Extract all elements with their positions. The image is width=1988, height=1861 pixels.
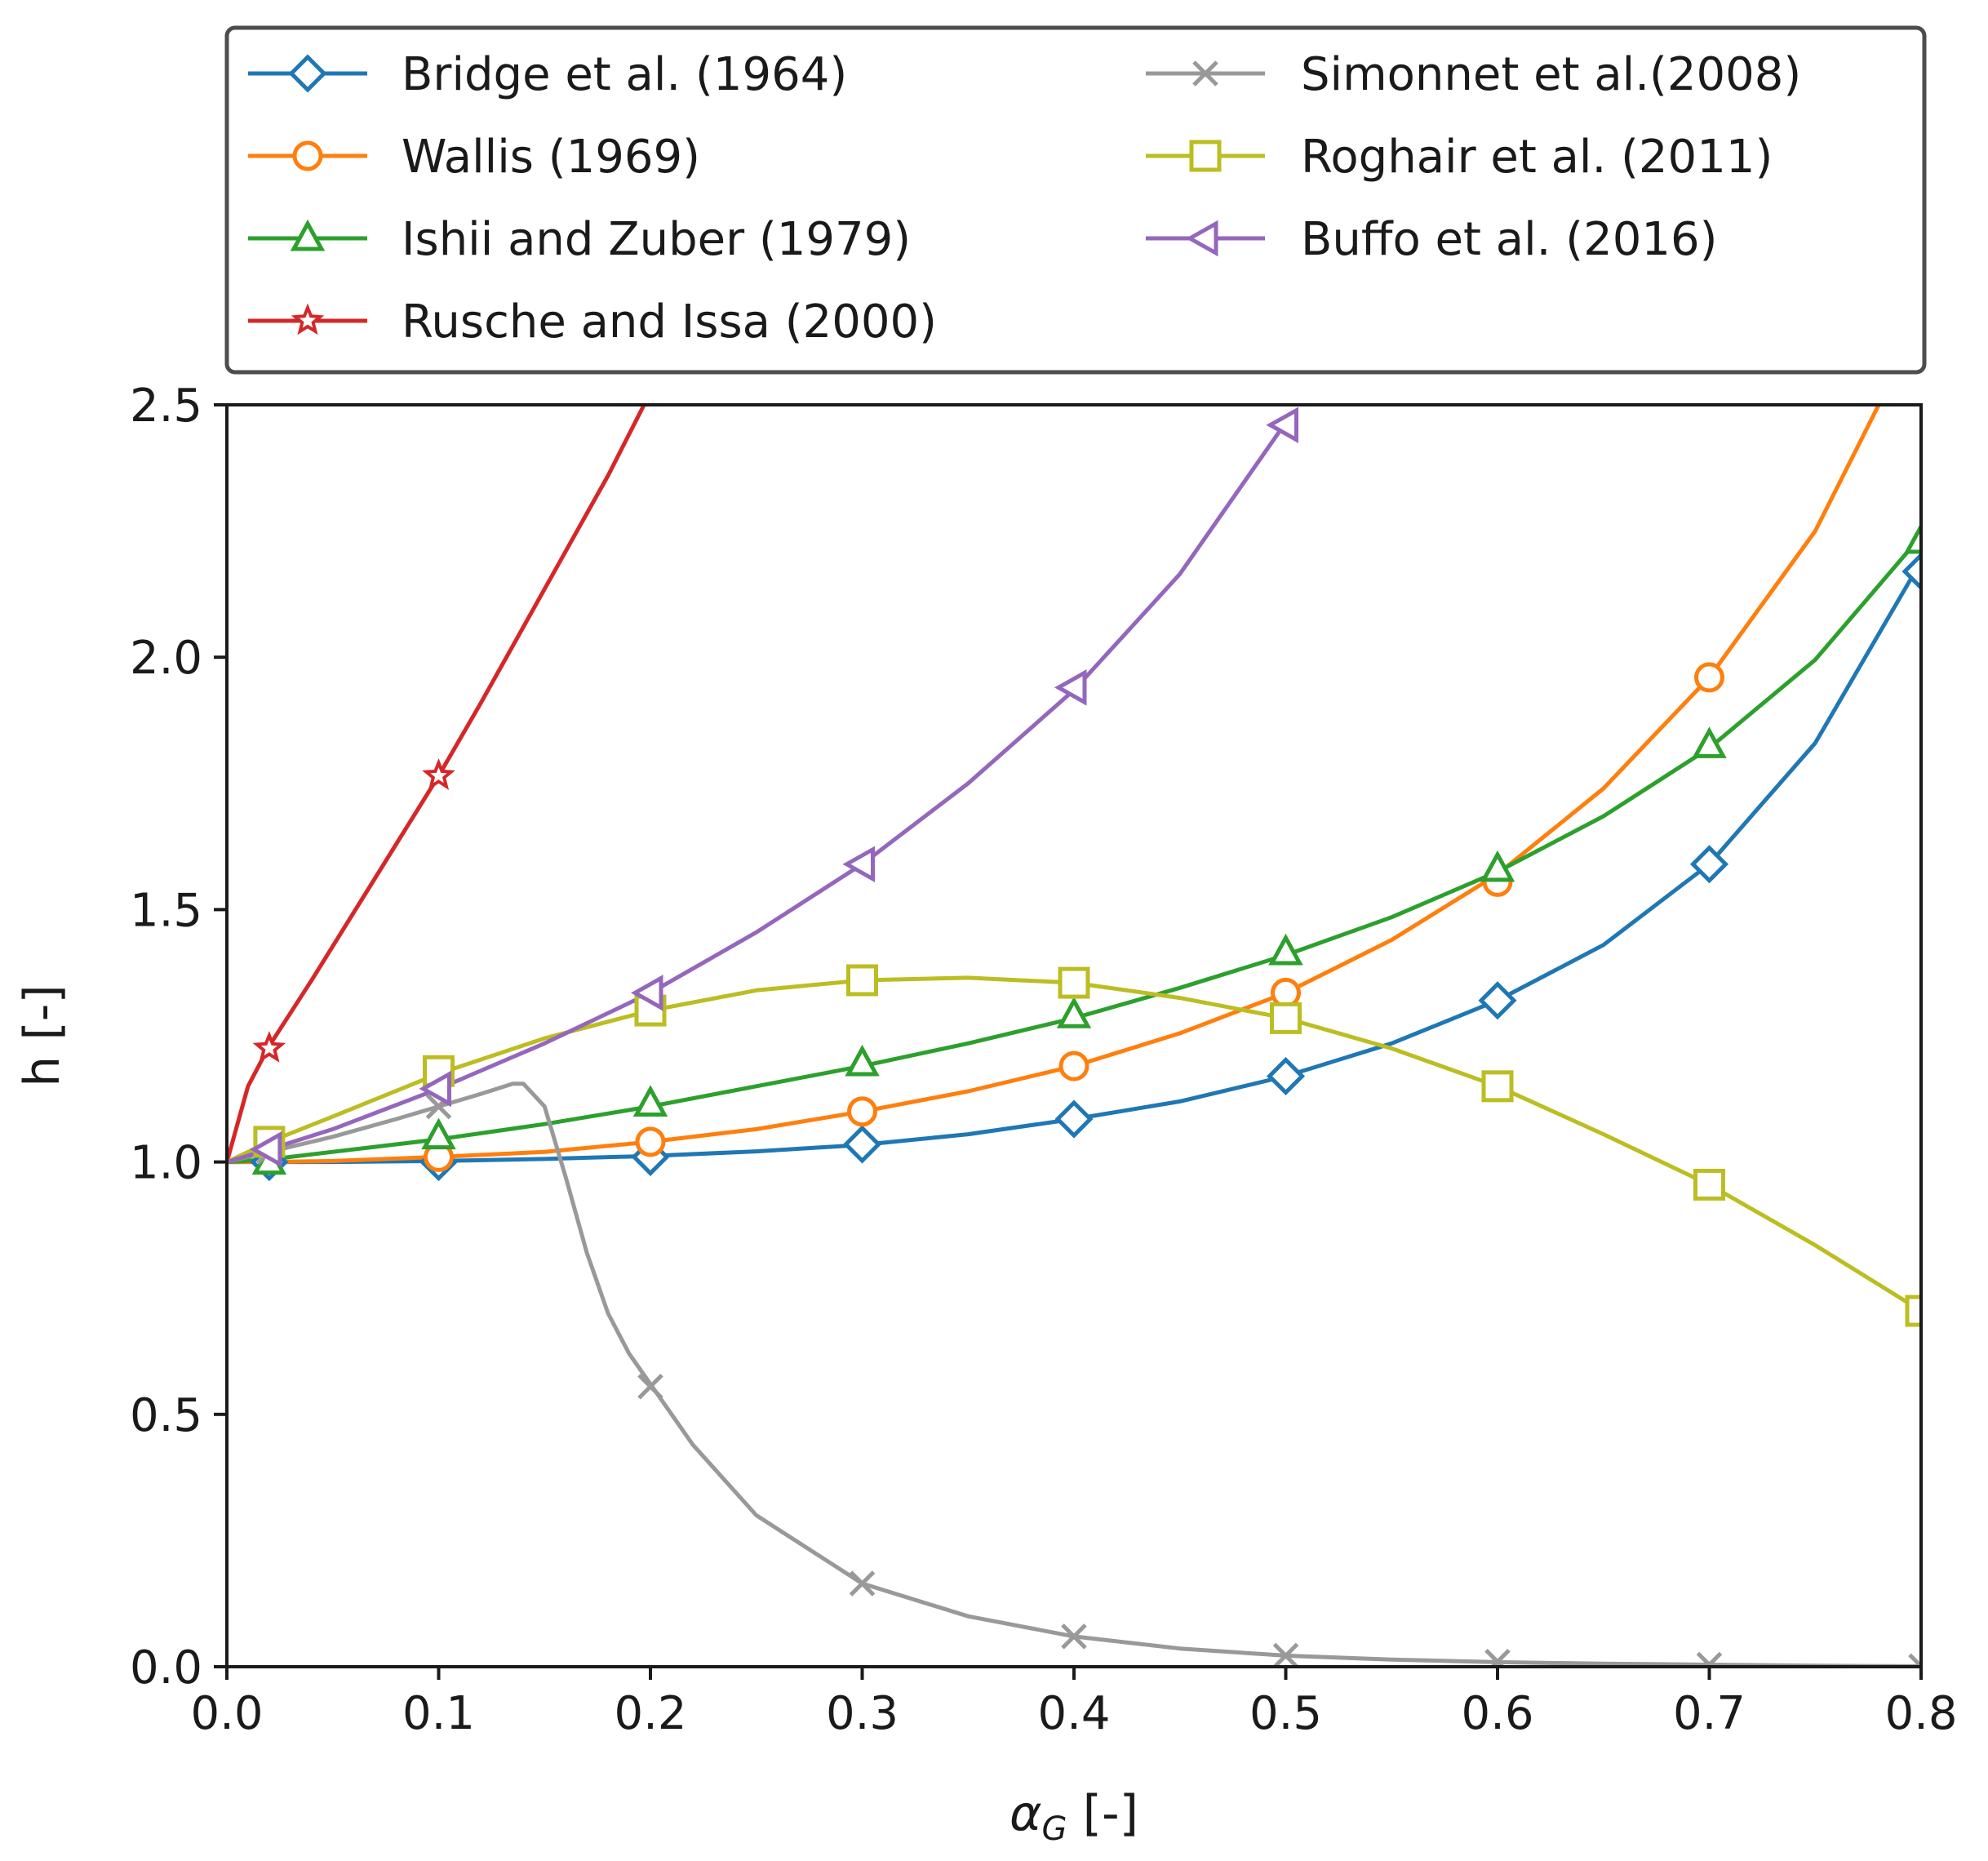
- x-tick-label: 0.8: [1884, 1687, 1957, 1740]
- legend-marker: [1185, 220, 1218, 257]
- legend: Bridge et al. (1964) Wallis (1969) Ishii a…: [224, 25, 1927, 375]
- x-axis-ticks: 0.0 0.1 0.2 0.3 0.4 0.5 0.6 0.7 0.8: [190, 1667, 1958, 1740]
- legend-entry-0: Bridge et al. (1964): [248, 48, 847, 101]
- data-point-2-5: [1268, 933, 1303, 966]
- x-axis-label: αG [-]: [1010, 1785, 1138, 1848]
- data-point-4-2: [637, 1374, 663, 1400]
- y-tick-label: 0.0: [130, 1641, 202, 1694]
- data-point-5-7: [1693, 1168, 1725, 1201]
- data-point-0-3: [842, 1125, 882, 1164]
- legend-entry-5: Roghair et al. (2011): [1146, 131, 1773, 184]
- series-line-2: [225, 534, 1923, 1165]
- data-point-3-1: [422, 758, 455, 790]
- series-line-6: [225, 420, 1288, 1165]
- y-tick-label: 2.5: [130, 380, 202, 433]
- legend-marker: [290, 219, 326, 251]
- y-axis-label: h [-]: [14, 984, 71, 1087]
- data-point-6-1: [419, 1070, 451, 1108]
- data-point-5-5: [1270, 1002, 1302, 1034]
- data-point-2-4: [1056, 997, 1092, 1028]
- data-point-4-6: [1484, 1649, 1511, 1668]
- data-point-2-6: [1480, 850, 1515, 882]
- data-point-1-1: [635, 1126, 666, 1157]
- legend-entry-4: Simonnet et al.(2008): [1146, 48, 1801, 101]
- legend-label: Wallis (1969): [402, 131, 700, 184]
- y-axis-ticks: 0.0 0.5 1.0 1.5 2.0 2.5: [130, 380, 227, 1694]
- legend-marker: [288, 54, 327, 93]
- y-tick-label: 2.0: [130, 632, 202, 685]
- data-point-4-5: [1272, 1642, 1299, 1668]
- legend-label: Roghair et al. (2011): [1301, 131, 1773, 184]
- data-point-2-1: [421, 1117, 456, 1150]
- data-point-4-3: [849, 1570, 876, 1597]
- x-axis-label-subscript: G: [1042, 1810, 1067, 1848]
- data-point-5-6: [1481, 1070, 1514, 1103]
- legend-marker: [291, 303, 325, 335]
- data-point-2-2: [632, 1085, 668, 1117]
- x-tick-label: 0.1: [402, 1687, 475, 1740]
- x-axis-label-symbol: α: [1010, 1785, 1042, 1842]
- data-point-0-6: [1478, 981, 1517, 1020]
- x-tick-label: 0.0: [190, 1687, 263, 1740]
- legend-label: Bridge et al. (1964): [402, 48, 847, 101]
- data-point-3-0: [252, 1031, 286, 1063]
- series-line-1: [225, 403, 1881, 1165]
- x-tick-label: 0.2: [614, 1687, 686, 1740]
- x-tick-label: 0.6: [1461, 1687, 1533, 1740]
- x-tick-label: 0.4: [1037, 1687, 1110, 1740]
- data-point-0-7: [1689, 845, 1729, 884]
- legend-label: Buffo et al. (2016): [1301, 213, 1717, 266]
- series-layer: [225, 403, 1923, 1668]
- data-point-6-4: [1054, 669, 1087, 706]
- data-point-6-3: [842, 846, 875, 883]
- data-point-0-5: [1266, 1056, 1306, 1096]
- legend-entry-1: Wallis (1969): [248, 131, 700, 184]
- y-tick-label: 0.5: [130, 1389, 202, 1442]
- data-point-1-2: [847, 1096, 877, 1127]
- data-point-0-4: [1054, 1099, 1094, 1139]
- plot-area: 0.0 0.1 0.2 0.3 0.4 0.5 0.6 0.7 0.8 0.0 0.5 1.0 1.5…: [130, 380, 1958, 1740]
- legend-label: Simonnet et al.(2008): [1301, 48, 1801, 101]
- legend-label: Ishii and Zuber (1979): [402, 213, 911, 266]
- x-tick-label: 0.7: [1673, 1687, 1746, 1740]
- data-point-6-5: [1266, 406, 1298, 444]
- x-tick-label: 0.3: [826, 1687, 899, 1740]
- legend-frame: [224, 25, 1927, 375]
- legend-marker: [1189, 140, 1222, 172]
- series-line-5: [225, 975, 1923, 1313]
- data-point-4-7: [1696, 1651, 1723, 1668]
- y-tick-label: 1.0: [130, 1137, 202, 1190]
- data-point-1-4: [1271, 977, 1301, 1008]
- y-tick-label: 1.5: [130, 884, 202, 937]
- data-point-1-6: [1694, 662, 1724, 693]
- data-point-5-4: [1058, 966, 1090, 999]
- legend-entry-2: Ishii and Zuber (1979): [248, 213, 911, 266]
- data-point-1-3: [1058, 1050, 1089, 1082]
- legend-label: Rusche and Issa (2000): [402, 295, 937, 349]
- x-tick-label: 0.5: [1249, 1687, 1322, 1740]
- legend-entry-6: Buffo et al. (2016): [1146, 213, 1717, 266]
- legend-marker: [292, 140, 323, 171]
- x-axis-label-unit: [-]: [1067, 1785, 1139, 1842]
- marker-layer: [249, 406, 1923, 1668]
- legend-marker: [1192, 60, 1218, 87]
- data-point-4-4: [1061, 1623, 1087, 1650]
- data-point-6-2: [630, 975, 663, 1011]
- data-point-2-3: [845, 1044, 880, 1077]
- axes-frame: [225, 403, 1923, 1668]
- legend-entry-3: Rusche and Issa (2000): [248, 295, 937, 349]
- data-point-2-7: [1692, 726, 1727, 758]
- data-point-6-0: [249, 1130, 282, 1168]
- legend-entries: Bridge et al. (1964) Wallis (1969) Ishii a…: [248, 48, 1801, 349]
- series-line-4: [225, 1082, 1923, 1668]
- data-point-5-3: [846, 964, 878, 997]
